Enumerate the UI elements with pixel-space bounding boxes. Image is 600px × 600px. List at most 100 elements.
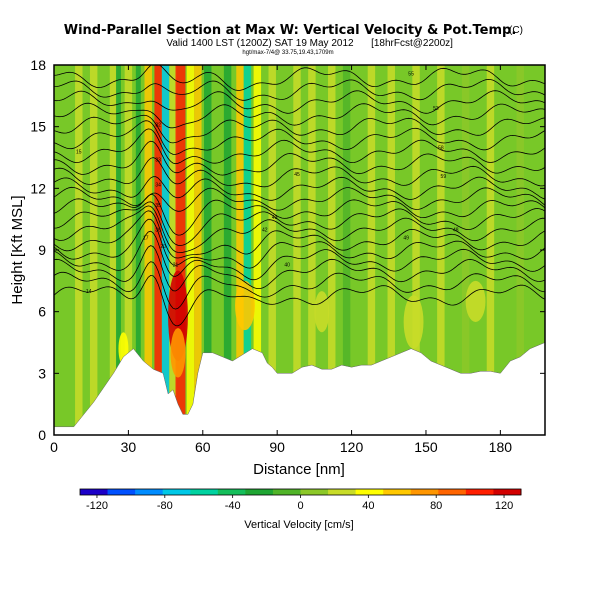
- colorbar-swatch: [217, 489, 246, 495]
- y-tick-label: 18: [30, 57, 46, 73]
- x-tick-label: 90: [269, 439, 285, 455]
- x-tick-label: 30: [121, 439, 137, 455]
- x-tick-label: 120: [340, 439, 364, 455]
- velocity-band: [328, 65, 336, 435]
- colorbar-swatch: [80, 489, 109, 495]
- colorbar-tick-label: 40: [362, 500, 374, 512]
- theta-contour: [54, 186, 545, 212]
- theta-contour: [54, 176, 545, 201]
- colorbar-tick-label: -120: [86, 500, 108, 512]
- colorbar-tick-label: 120: [495, 500, 513, 512]
- colorbar-tick-label: 80: [430, 500, 442, 512]
- contour-label: 58: [438, 145, 444, 151]
- colorbar-tick-label: 0: [297, 500, 303, 512]
- theta-contour: [54, 114, 545, 144]
- small-note: hgt/max-7/4@ 33.75,19.43,1709m: [242, 50, 333, 56]
- theta-contour: [54, 120, 545, 155]
- colorbar-swatch: [162, 489, 191, 495]
- velocity-band: [293, 65, 301, 435]
- y-tick-label: 9: [38, 242, 46, 258]
- theta-contour: [54, 78, 545, 101]
- y-tick-label: 6: [38, 304, 46, 320]
- colorbar-swatch: [245, 489, 274, 495]
- colorbar-label: Vertical Velocity [cm/s]: [244, 519, 353, 531]
- contour-label: 45: [294, 172, 300, 178]
- colorbar: -120 -80 -40 0 40 80 120: [79, 488, 522, 512]
- theta-contour: [54, 193, 545, 236]
- x-tick-label: 0: [50, 439, 58, 455]
- colorbar-tick-label: -40: [225, 500, 241, 512]
- velocity-cell: [170, 328, 186, 378]
- theta-contour: [54, 201, 545, 246]
- theta-contour: [54, 90, 545, 114]
- contour-label: 49: [403, 236, 409, 242]
- contour-label: 14: [86, 289, 92, 295]
- contour-label: 36: [155, 228, 161, 234]
- colorbar-swatch: [300, 489, 329, 495]
- velocity-band: [89, 65, 98, 435]
- theta-contours: [54, 65, 545, 327]
- colorbar-swatch: [135, 489, 164, 495]
- theta-contour: [54, 245, 545, 292]
- theta-contour: [54, 230, 545, 281]
- contour-label: 48: [453, 228, 459, 234]
- contour-label: 59: [441, 174, 447, 180]
- theta-contour: [54, 102, 545, 129]
- contour-label: 53: [433, 106, 439, 112]
- velocity-band: [144, 65, 152, 435]
- velocity-band: [253, 65, 262, 435]
- contour-label: 20: [160, 244, 166, 250]
- colorbar-swatch: [190, 489, 219, 495]
- colorbar-swatch: [328, 489, 357, 495]
- theta-contour: [54, 140, 545, 176]
- velocity-cell: [403, 295, 424, 349]
- velocity-cell: [235, 280, 255, 331]
- velocity-band: [516, 65, 524, 435]
- velocity-band: [387, 65, 395, 435]
- plot-area: 14 15 17 20 21 32 33 34 35 36 42 43 40 45 49 48 55 53 58 59: [54, 65, 545, 435]
- velocity-band: [124, 65, 133, 435]
- contour-label: 42: [262, 228, 268, 234]
- velocity-band: [367, 65, 376, 435]
- velocity-band: [461, 65, 470, 435]
- velocity-band: [236, 65, 244, 435]
- contour-label: 15: [76, 149, 82, 155]
- colorbar-swatch: [438, 489, 467, 495]
- colorbar-swatch: [107, 489, 136, 495]
- velocity-band: [194, 65, 202, 435]
- colorbar-swatch: [383, 489, 412, 495]
- velocity-band: [412, 65, 420, 435]
- colorbar-tick-label: -80: [157, 500, 173, 512]
- velocity-band: [204, 65, 212, 435]
- velocity-cell: [465, 280, 486, 322]
- velocity-band: [115, 65, 121, 435]
- velocity-band: [161, 65, 170, 435]
- contour-label: 32: [155, 123, 161, 129]
- colorbar-swatch: [410, 489, 439, 495]
- forecast-label: [18hrFcst@2200z]: [371, 38, 453, 49]
- x-tick-label: 180: [489, 439, 513, 455]
- y-tick-label: 12: [30, 180, 46, 196]
- chart-title-mark: (C): [509, 25, 523, 36]
- colorbar-swatch: [493, 489, 522, 495]
- velocity-band: [223, 65, 232, 435]
- x-tick-label: 60: [195, 439, 211, 455]
- velocity-band: [75, 65, 83, 435]
- x-tick-label: 150: [414, 439, 438, 455]
- colorbar-swatch: [272, 489, 301, 495]
- chart-title: Wind-Parallel Section at Max W: Vertical…: [64, 23, 517, 38]
- theta-contour: [54, 274, 545, 327]
- contour-label: 17: [143, 236, 149, 242]
- velocity-band: [486, 65, 495, 435]
- x-axis-label: Distance [nm]: [253, 461, 345, 478]
- y-tick-label: 15: [30, 119, 46, 135]
- contour-label: 43: [272, 215, 278, 221]
- y-tick-label: 3: [38, 365, 46, 381]
- theta-contour: [54, 218, 545, 269]
- velocity-band: [175, 65, 186, 435]
- contour-label: 35: [155, 203, 161, 209]
- theta-contour: [54, 157, 545, 188]
- y-tick-label: 0: [38, 427, 46, 443]
